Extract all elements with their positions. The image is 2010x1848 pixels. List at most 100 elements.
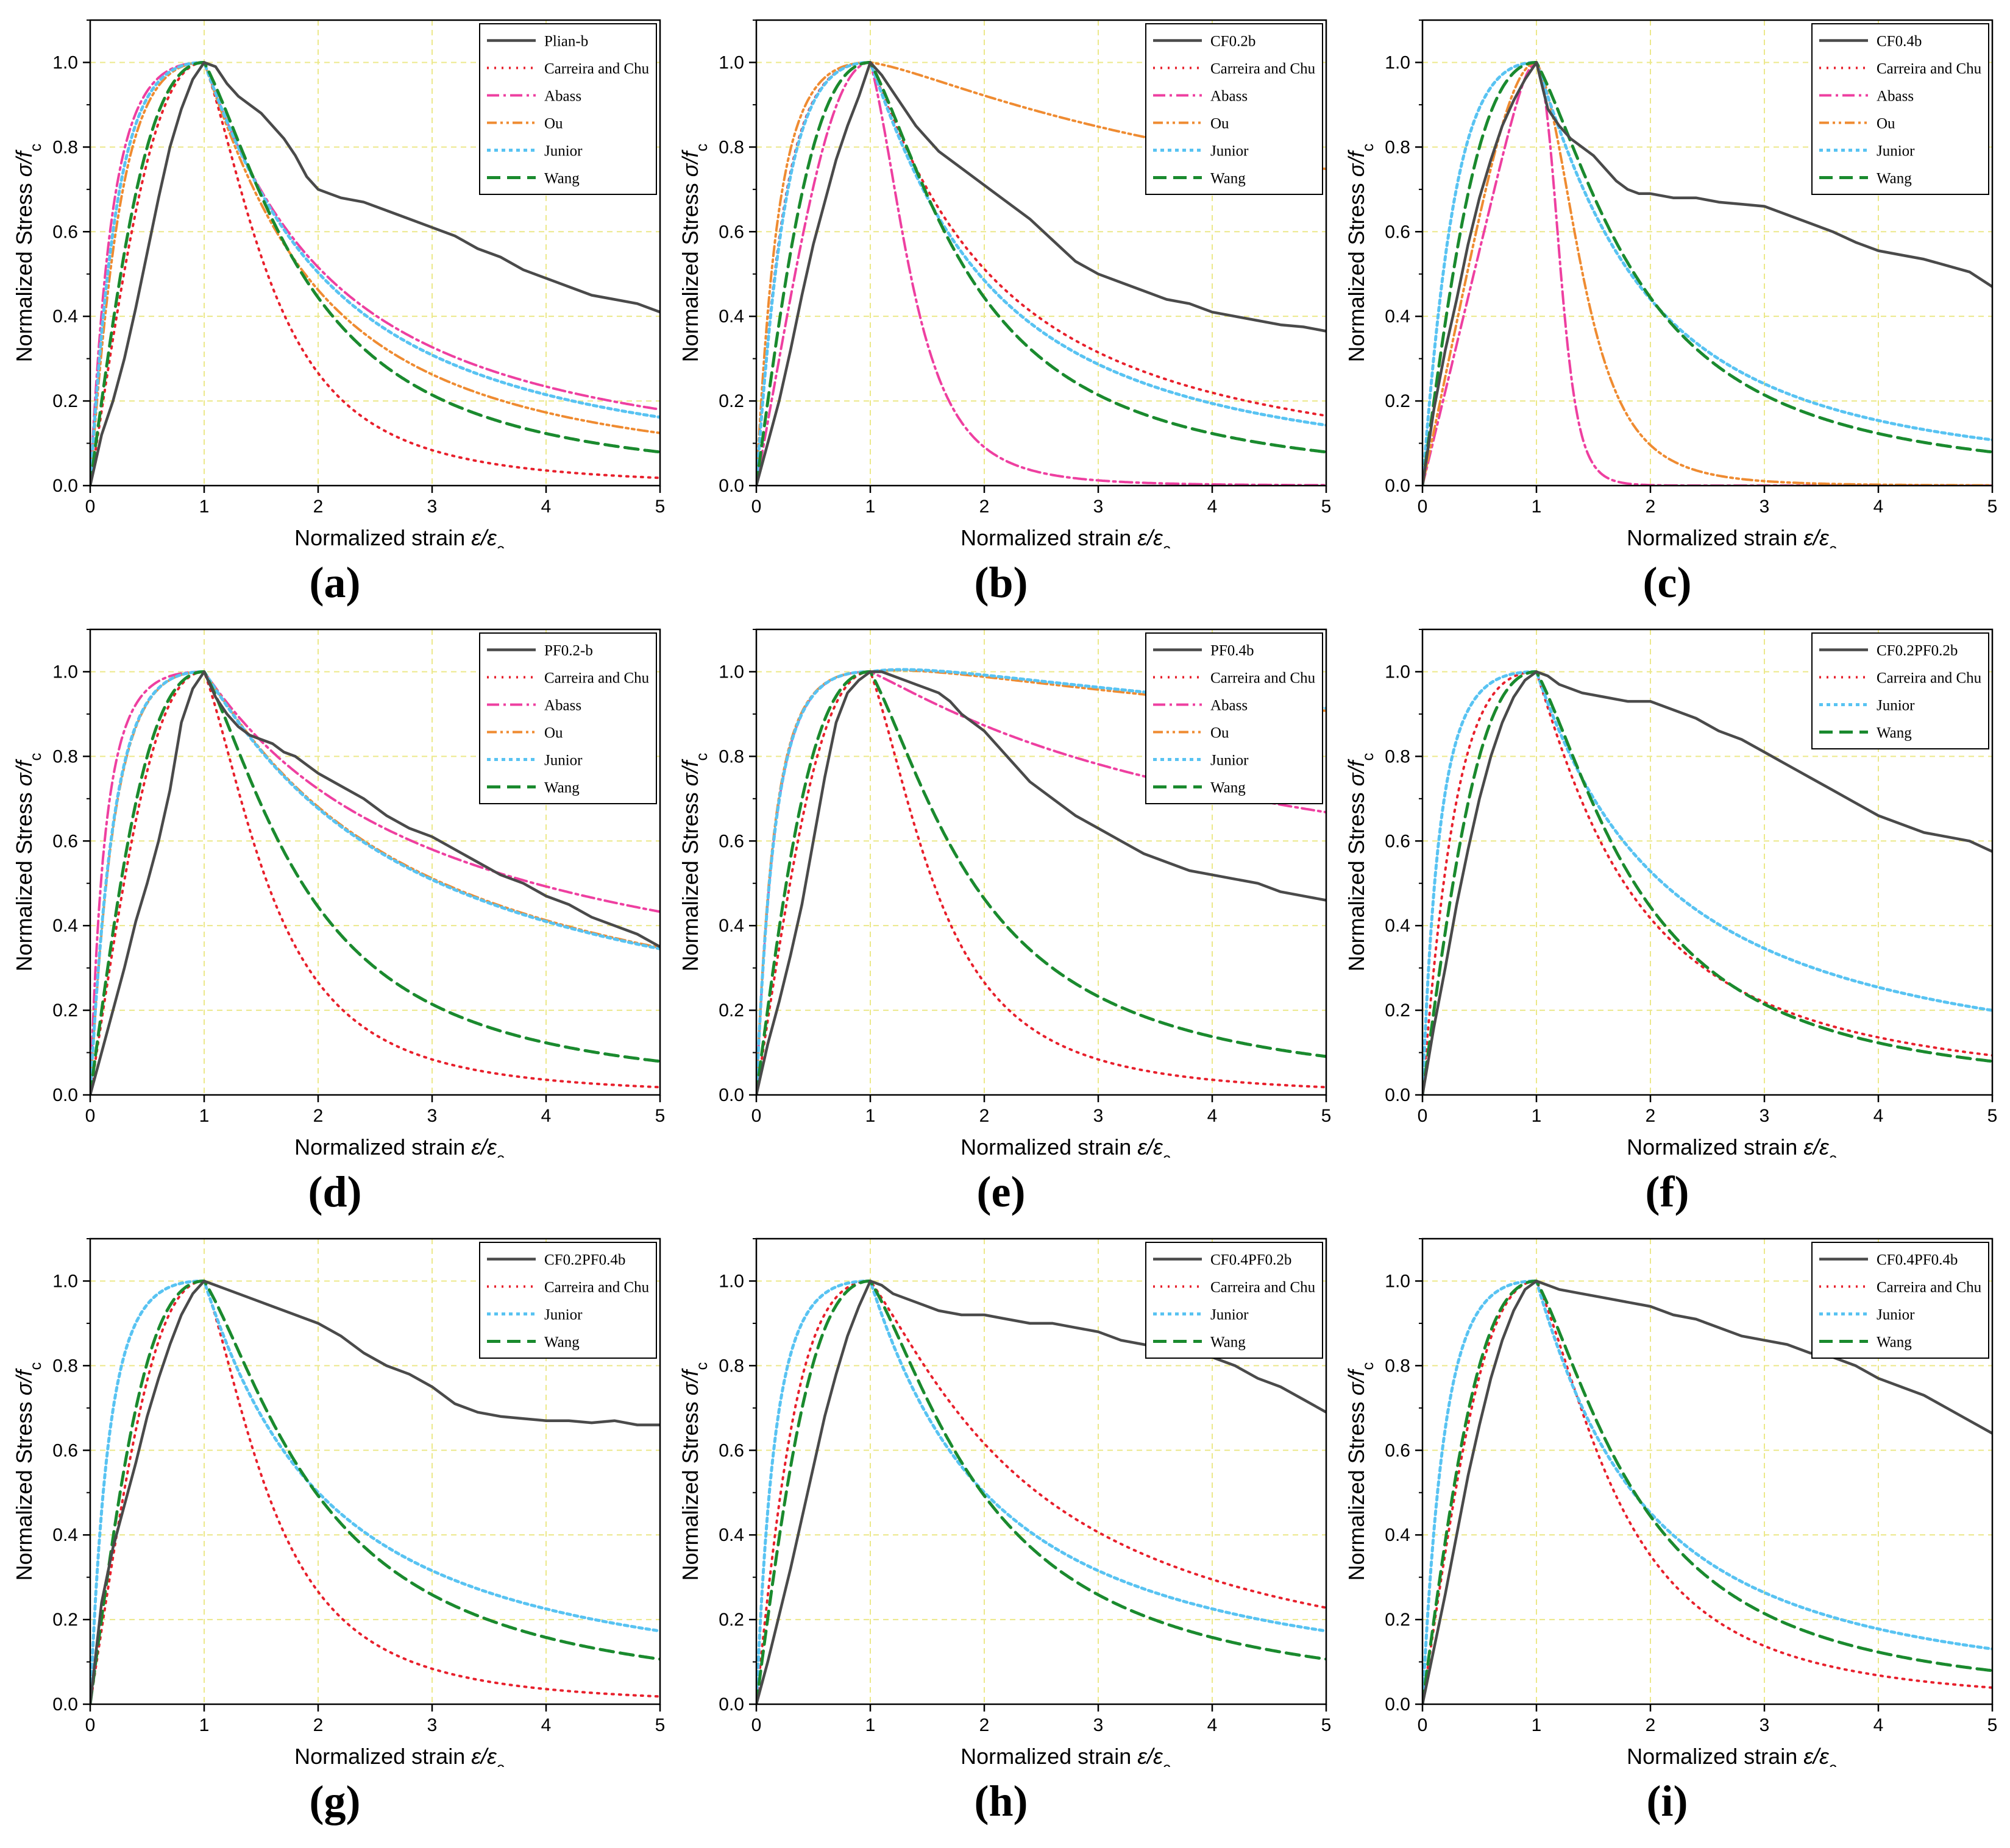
legend-label-carreira-and-chu: Carreira and Chu <box>1877 670 1982 687</box>
legend-label-wang: Wang <box>544 171 580 187</box>
y-tick-label: 0.0 <box>1385 1694 1410 1715</box>
y-tick-label: 0.8 <box>1385 1356 1410 1376</box>
x-tick-label: 4 <box>541 497 552 517</box>
x-tick-label: 5 <box>655 497 666 517</box>
y-tick-label: 0.8 <box>1385 137 1410 157</box>
series-line-carreira-and-chu <box>756 1280 1326 1704</box>
series-line-carreira-and-chu <box>756 61 1326 486</box>
y-tick-label: 1.0 <box>1385 662 1410 682</box>
x-tick-label: 4 <box>1207 1106 1218 1126</box>
series-line-junior <box>1422 670 1992 1095</box>
panel-label: (f) <box>1645 1167 1689 1216</box>
legend-box <box>1811 1242 1989 1359</box>
legend-label-carreira-and-chu: Carreira and Chu <box>1210 1280 1316 1296</box>
series-group <box>1422 61 1992 486</box>
legend-label-carreira-and-chu: Carreira and Chu <box>544 1280 650 1296</box>
x-tick-label: 1 <box>865 1715 876 1735</box>
x-tick-label: 5 <box>1987 1715 1998 1735</box>
x-axis-title: Normalized strain ε/εc <box>294 1744 505 1767</box>
legend-label-cf0-2pf0-2b: CF0.2PF0.2b <box>1877 643 1958 659</box>
x-tick-label: 2 <box>313 1715 324 1735</box>
x-axis-title: Normalized strain ε/εc <box>294 1135 505 1158</box>
legend-label-abass: Abass <box>544 698 581 714</box>
x-tick-label: 1 <box>199 1106 210 1126</box>
x-tick-label: 0 <box>85 497 96 517</box>
y-tick-label: 0.2 <box>52 1610 78 1630</box>
x-tick-label: 0 <box>85 1106 96 1126</box>
x-tick-label: 5 <box>1321 497 1332 517</box>
x-tick-label: 2 <box>979 1106 990 1126</box>
x-tick-label: 5 <box>1321 1715 1332 1735</box>
series-line-wang <box>90 670 660 1095</box>
series-line-carreira-and-chu <box>1422 1280 1992 1704</box>
legend-label-cf0-2pf0-4b: CF0.2PF0.4b <box>544 1252 625 1269</box>
x-axis-title: Normalized strain ε/εc <box>961 1135 1171 1158</box>
legend-label-wang: Wang <box>1877 725 1912 742</box>
chart-svg: 0 1 2 3 4 5 0.0 0.2 0.4 0.6 0.8 1.0 Normalized strai… <box>1344 1237 1998 1767</box>
grid-lines <box>90 1239 660 1704</box>
y-tick-label: 0.4 <box>719 306 744 327</box>
y-axis-title: Normalized Stress σ/fc <box>12 1362 44 1581</box>
x-axis-title: Normalized strain ε/εc <box>294 525 505 548</box>
legend-label-ou: Ou <box>1877 116 1895 132</box>
legend: CF0.4b Carreira and Chu Abass Ou Junior Wang <box>1811 23 1989 195</box>
x-tick-label: 4 <box>1207 1715 1218 1735</box>
y-tick-label: 0.8 <box>1385 746 1410 766</box>
x-tick-label: 5 <box>1987 1106 1998 1126</box>
legend-box <box>479 632 657 804</box>
y-tick-label: 0.6 <box>52 831 78 851</box>
series-line-wang <box>1422 1280 1992 1704</box>
x-tick-label: 0 <box>1418 1715 1428 1735</box>
series-line-cf0-4b <box>1422 61 1992 486</box>
series-line-cf0-2pf0-4b <box>90 1280 660 1704</box>
panel-label: (i) <box>1646 1777 1688 1825</box>
legend-label-junior: Junior <box>1210 143 1249 160</box>
y-axis-title: Normalized Stress σ/fc <box>678 753 711 972</box>
legend-label-abass: Abass <box>1210 88 1248 105</box>
legend-label-junior: Junior <box>1877 698 1915 714</box>
chart-panel-h: 0 1 2 3 4 5 0.0 0.2 0.4 0.6 0.8 1.0 Normalized strai… <box>666 1219 1336 1835</box>
y-tick-label: 1.0 <box>1385 1271 1410 1291</box>
legend-label-wang: Wang <box>1210 171 1246 187</box>
y-tick-label: 0.8 <box>52 137 78 157</box>
grid-lines <box>90 629 660 1095</box>
x-tick-label: 0 <box>751 1106 762 1126</box>
series-group <box>90 670 660 1095</box>
legend: Plian-b Carreira and Chu Abass Ou Junior Wang <box>479 23 657 195</box>
x-tick-label: 2 <box>313 497 324 517</box>
legend-box <box>479 23 657 195</box>
y-tick-label: 0.8 <box>719 1356 744 1376</box>
y-tick-label: 0.6 <box>52 222 78 242</box>
x-tick-label: 3 <box>427 1106 438 1126</box>
series-line-junior <box>1422 61 1992 486</box>
legend-label-ou: Ou <box>544 116 563 132</box>
y-axis-title: Normalized Stress σ/fc <box>12 753 44 972</box>
chart-svg: 0 1 2 3 4 5 0.0 0.2 0.4 0.6 0.8 1.0 Normalized strai… <box>1344 628 1998 1158</box>
series-line-cf0-2pf0-2b <box>1422 670 1992 1095</box>
series-line-abass <box>1422 61 1992 486</box>
legend-label-cf0-2b: CF0.2b <box>1210 34 1255 50</box>
legend-label-wang: Wang <box>1877 1334 1912 1351</box>
chart-panel-e: 0 1 2 3 4 5 0.0 0.2 0.4 0.6 0.8 1.0 Normalized strai… <box>666 609 1336 1225</box>
x-tick-label: 3 <box>1760 1715 1770 1735</box>
legend-label-ou: Ou <box>1210 116 1229 132</box>
y-tick-label: 0.0 <box>719 1694 744 1715</box>
y-axis-title: Normalized Stress σ/fc <box>1344 144 1377 363</box>
y-tick-label: 0.8 <box>52 1356 78 1376</box>
x-tick-label: 1 <box>1532 1106 1542 1126</box>
series-line-wang <box>756 61 1326 486</box>
series-group <box>1422 670 1992 1095</box>
x-tick-label: 0 <box>85 1715 96 1735</box>
series-line-junior <box>90 1280 660 1704</box>
series-line-plian-b <box>90 61 660 486</box>
plot-frame <box>755 1237 1327 1705</box>
x-tick-label: 0 <box>751 497 762 517</box>
panel-label: (a) <box>309 558 361 607</box>
series-line-cf0-4pf0-4b <box>1422 1280 1992 1704</box>
y-tick-label: 0.2 <box>1385 1610 1410 1630</box>
chart-svg: 0 1 2 3 4 5 0.0 0.2 0.4 0.6 0.8 1.0 Normalized strai… <box>678 19 1332 548</box>
chart-panel-g: 0 1 2 3 4 5 0.0 0.2 0.4 0.6 0.8 1.0 Normalized strai… <box>0 1219 670 1835</box>
series-line-cf0-2b <box>756 61 1326 486</box>
legend-label-junior: Junior <box>1210 1307 1249 1323</box>
